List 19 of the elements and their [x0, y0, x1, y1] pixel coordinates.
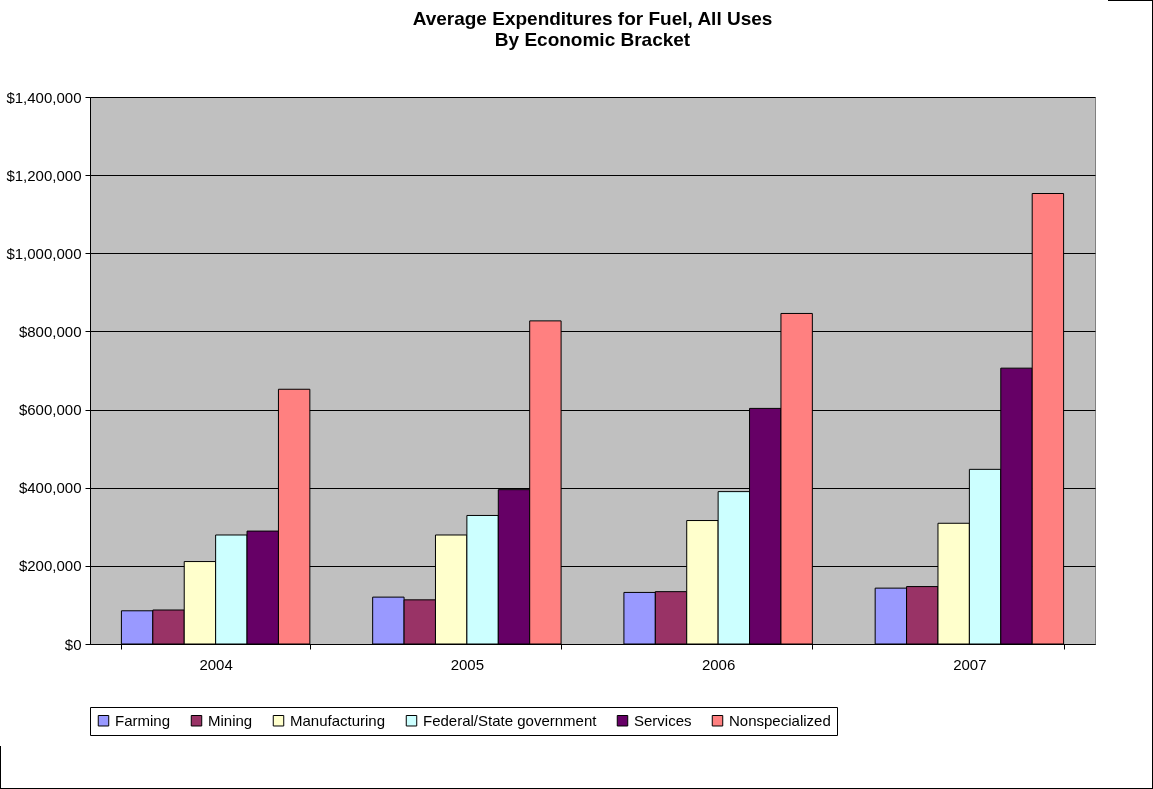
legend-label: Manufacturing [290, 711, 386, 729]
y-tick-label: $600,000 [18, 401, 82, 419]
y-tick-label: $0 [64, 635, 82, 653]
legend-label: Services [634, 711, 692, 729]
x-tick-label: 2005 [450, 655, 485, 673]
y-tick-label: $400,000 [18, 479, 82, 497]
legend-label: Nonspecialized [729, 711, 831, 729]
y-tick-label: $200,000 [18, 557, 82, 575]
x-tick-label: 2007 [953, 655, 987, 673]
legend-label: Mining [208, 711, 253, 729]
y-tick-label: $1,400,000 [6, 88, 82, 106]
legend-label: Federal/State government [423, 711, 598, 729]
chart-title: Average Expenditures for Fuel, All Uses By Economic Bracket [412, 8, 773, 50]
x-tick-label: 2004 [199, 655, 233, 673]
y-tick-label: $1,000,000 [6, 244, 82, 262]
y-tick-label: $1,200,000 [6, 166, 82, 184]
y-tick-label: $800,000 [18, 322, 82, 340]
legend-label: Farming [115, 711, 171, 729]
x-tick-label: 2006 [701, 655, 736, 673]
